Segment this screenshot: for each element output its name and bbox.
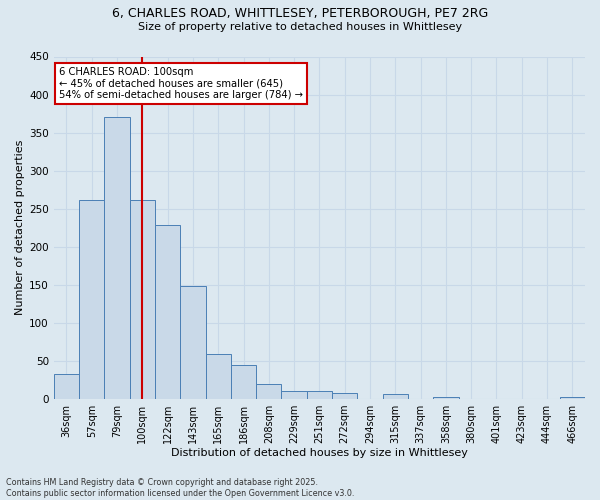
Text: 6 CHARLES ROAD: 100sqm
← 45% of detached houses are smaller (645)
54% of semi-de: 6 CHARLES ROAD: 100sqm ← 45% of detached… <box>59 67 303 100</box>
X-axis label: Distribution of detached houses by size in Whittlesey: Distribution of detached houses by size … <box>171 448 468 458</box>
Bar <box>104 118 130 399</box>
Bar <box>281 390 307 399</box>
Bar <box>231 366 256 399</box>
Text: Contains HM Land Registry data © Crown copyright and database right 2025.
Contai: Contains HM Land Registry data © Crown c… <box>6 478 355 498</box>
Y-axis label: Number of detached properties: Number of detached properties <box>15 140 25 316</box>
Bar <box>155 226 180 399</box>
Bar <box>332 393 358 399</box>
Bar <box>130 200 155 399</box>
Bar <box>54 374 79 399</box>
Bar <box>206 354 231 399</box>
Bar <box>307 390 332 399</box>
Text: Size of property relative to detached houses in Whittlesey: Size of property relative to detached ho… <box>138 22 462 32</box>
Bar <box>560 396 585 399</box>
Bar <box>79 200 104 399</box>
Bar <box>383 394 408 399</box>
Bar <box>256 384 281 399</box>
Bar <box>180 286 206 399</box>
Text: 6, CHARLES ROAD, WHITTLESEY, PETERBOROUGH, PE7 2RG: 6, CHARLES ROAD, WHITTLESEY, PETERBOROUG… <box>112 8 488 20</box>
Bar <box>433 396 458 399</box>
